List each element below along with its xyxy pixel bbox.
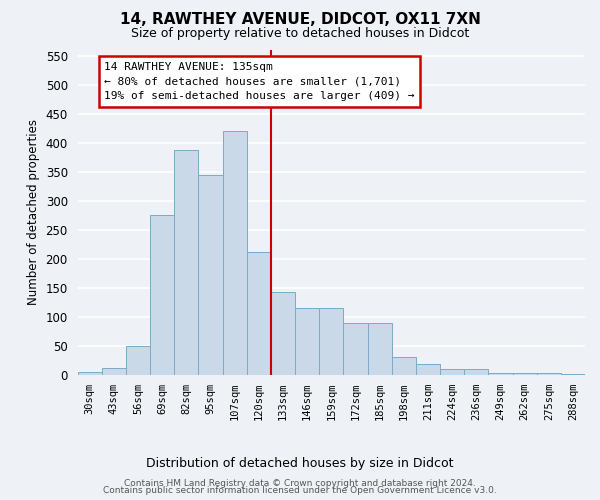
Bar xyxy=(77,372,101,375)
Bar xyxy=(536,373,561,375)
Bar xyxy=(343,322,368,375)
Bar xyxy=(126,346,150,375)
Y-axis label: Number of detached properties: Number of detached properties xyxy=(27,120,40,306)
Bar xyxy=(512,373,536,375)
Text: Contains public sector information licensed under the Open Government Licence v3: Contains public sector information licen… xyxy=(103,486,497,495)
Bar xyxy=(247,252,271,375)
Bar xyxy=(174,150,199,375)
Bar xyxy=(271,292,295,375)
Bar xyxy=(392,358,416,375)
Bar xyxy=(199,174,223,375)
Bar xyxy=(488,373,512,375)
Text: Size of property relative to detached houses in Didcot: Size of property relative to detached ho… xyxy=(131,28,469,40)
Text: Distribution of detached houses by size in Didcot: Distribution of detached houses by size … xyxy=(146,458,454,470)
Bar xyxy=(223,131,247,375)
Text: 14 RAWTHEY AVENUE: 135sqm
← 80% of detached houses are smaller (1,701)
19% of se: 14 RAWTHEY AVENUE: 135sqm ← 80% of detac… xyxy=(104,62,415,101)
Bar xyxy=(464,369,488,375)
Text: Contains HM Land Registry data © Crown copyright and database right 2024.: Contains HM Land Registry data © Crown c… xyxy=(124,478,476,488)
Bar xyxy=(440,369,464,375)
Bar xyxy=(561,374,585,375)
Bar xyxy=(368,322,392,375)
Bar xyxy=(101,368,126,375)
Text: 14, RAWTHEY AVENUE, DIDCOT, OX11 7XN: 14, RAWTHEY AVENUE, DIDCOT, OX11 7XN xyxy=(119,12,481,28)
Bar xyxy=(295,308,319,375)
Bar xyxy=(319,308,343,375)
Bar xyxy=(416,364,440,375)
Bar xyxy=(150,216,174,375)
